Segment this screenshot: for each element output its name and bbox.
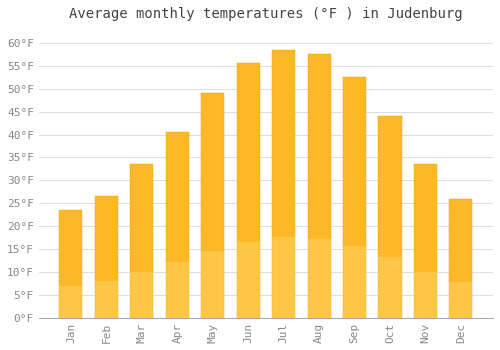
Bar [343, 246, 366, 318]
Title: Average monthly temperatures (°F ) in Judenburg: Average monthly temperatures (°F ) in Ju… [69, 7, 462, 21]
Bar [308, 54, 330, 318]
Bar [95, 196, 118, 318]
Bar [60, 286, 82, 318]
Bar [236, 241, 260, 318]
Bar [236, 63, 260, 318]
Bar [166, 262, 189, 318]
Bar [414, 164, 437, 318]
Bar [378, 257, 402, 318]
Bar [343, 77, 366, 318]
Bar [272, 237, 295, 318]
Bar [201, 251, 224, 318]
Bar [308, 239, 330, 318]
Bar [130, 164, 154, 318]
Bar [95, 281, 118, 318]
Bar [201, 93, 224, 318]
Bar [166, 132, 189, 318]
Bar [450, 282, 472, 318]
Bar [450, 199, 472, 318]
Bar [130, 272, 154, 318]
Bar [60, 210, 82, 318]
Bar [272, 50, 295, 318]
Bar [414, 272, 437, 318]
Bar [378, 116, 402, 318]
